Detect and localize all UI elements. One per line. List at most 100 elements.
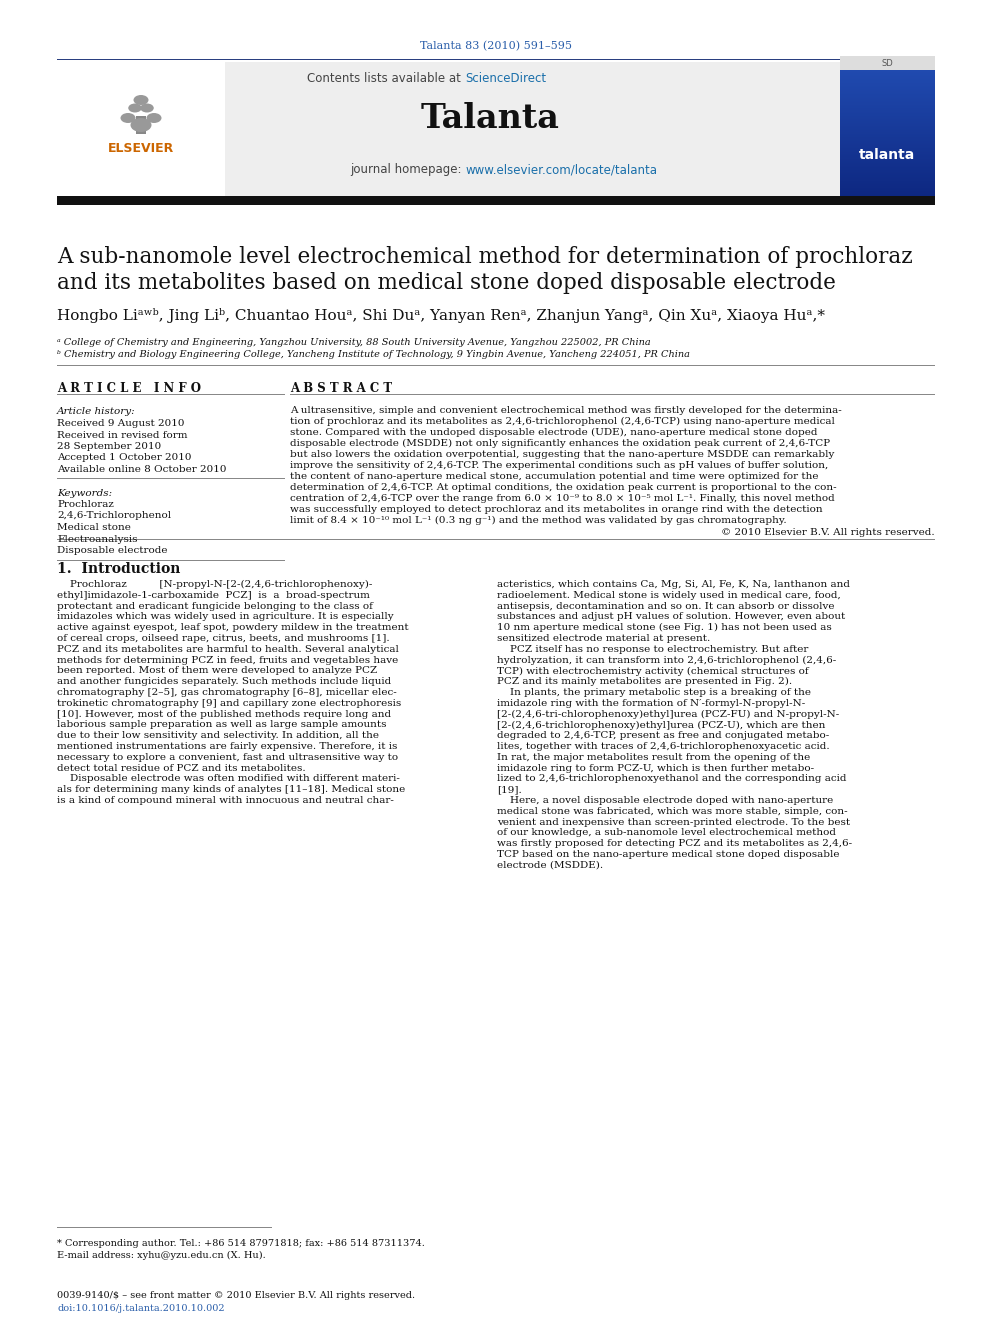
Text: Medical stone: Medical stone <box>57 523 131 532</box>
Text: was firstly proposed for detecting PCZ and its metabolites as 2,4,6-: was firstly proposed for detecting PCZ a… <box>497 839 852 848</box>
Text: of cereal crops, oilseed rape, citrus, beets, and mushrooms [1].: of cereal crops, oilseed rape, citrus, b… <box>57 634 390 643</box>
Text: TCP based on the nano-aperture medical stone doped disposable: TCP based on the nano-aperture medical s… <box>497 849 839 859</box>
Text: E-mail address: xyhu@yzu.edu.cn (X. Hu).: E-mail address: xyhu@yzu.edu.cn (X. Hu). <box>57 1252 266 1259</box>
Text: Disposable electrode was often modified with different materi-: Disposable electrode was often modified … <box>57 774 400 783</box>
Text: trokinetic chromatography [9] and capillary zone electrophoresis: trokinetic chromatography [9] and capill… <box>57 699 401 708</box>
Text: © 2010 Elsevier B.V. All rights reserved.: © 2010 Elsevier B.V. All rights reserved… <box>721 528 935 537</box>
Text: detect total residue of PCZ and its metabolites.: detect total residue of PCZ and its meta… <box>57 763 306 773</box>
Ellipse shape <box>131 118 152 132</box>
Text: sensitized electrode material at present.: sensitized electrode material at present… <box>497 634 710 643</box>
Text: Electroanalysis: Electroanalysis <box>57 534 138 544</box>
Text: Talanta: Talanta <box>421 102 559 135</box>
Ellipse shape <box>147 112 162 123</box>
Text: als for determining many kinds of analytes [11–18]. Medical stone: als for determining many kinds of analyt… <box>57 785 406 794</box>
Text: Received 9 August 2010: Received 9 August 2010 <box>57 419 185 429</box>
Text: A B S T R A C T: A B S T R A C T <box>290 382 392 396</box>
Text: laborious sample preparation as well as large sample amounts: laborious sample preparation as well as … <box>57 721 387 729</box>
Text: Hongbo Liᵃʷᵇ, Jing Liᵇ, Chuantao Houᵃ, Shi Duᵃ, Yanyan Renᵃ, Zhanjun Yangᵃ, Qin : Hongbo Liᵃʷᵇ, Jing Liᵇ, Chuantao Houᵃ, S… <box>57 308 825 323</box>
Text: tion of prochloraz and its metabolites as 2,4,6-trichlorophenol (2,4,6-TCP) usin: tion of prochloraz and its metabolites a… <box>290 417 835 426</box>
Text: ethyl]imidazole-1-carboxamide  PCZ]  is  a  broad-spectrum: ethyl]imidazole-1-carboxamide PCZ] is a … <box>57 591 370 599</box>
Text: the content of nano-aperture medical stone, accumulation potential and time were: the content of nano-aperture medical sto… <box>290 472 818 482</box>
Text: substances and adjust pH values of solution. However, even about: substances and adjust pH values of solut… <box>497 613 845 622</box>
Text: [2-(2,4,6-tri-chlorophenoxy)ethyl]urea (PCZ-FU) and N-propyl-N-: [2-(2,4,6-tri-chlorophenoxy)ethyl]urea (… <box>497 709 839 718</box>
Text: A R T I C L E   I N F O: A R T I C L E I N F O <box>57 382 201 396</box>
Text: Here, a novel disposable electrode doped with nano-aperture: Here, a novel disposable electrode doped… <box>497 796 833 804</box>
Text: PCZ and its mainly metabolites are presented in Fig. 2).: PCZ and its mainly metabolites are prese… <box>497 677 793 687</box>
Ellipse shape <box>128 103 142 112</box>
Text: determination of 2,4,6-TCP. At optimal conditions, the oxidation peak current is: determination of 2,4,6-TCP. At optimal c… <box>290 483 836 492</box>
Text: journal homepage:: journal homepage: <box>350 164 465 176</box>
Text: SD: SD <box>881 58 893 67</box>
Text: methods for determining PCZ in feed, fruits and vegetables have: methods for determining PCZ in feed, fru… <box>57 656 398 664</box>
Text: antisepsis, decontamination and so on. It can absorb or dissolve: antisepsis, decontamination and so on. I… <box>497 602 834 611</box>
Text: talanta: talanta <box>859 148 916 161</box>
Ellipse shape <box>140 103 154 112</box>
Text: [10]. However, most of the published methods require long and: [10]. However, most of the published met… <box>57 709 391 718</box>
Text: In plants, the primary metabolic step is a breaking of the: In plants, the primary metabolic step is… <box>497 688 811 697</box>
Text: imidazoles which was widely used in agriculture. It is especially: imidazoles which was widely used in agri… <box>57 613 394 622</box>
Text: doi:10.1016/j.talanta.2010.10.002: doi:10.1016/j.talanta.2010.10.002 <box>57 1304 224 1312</box>
Bar <box>57 62 935 200</box>
Text: mentioned instrumentations are fairly expensive. Therefore, it is: mentioned instrumentations are fairly ex… <box>57 742 398 751</box>
Text: ELSEVIER: ELSEVIER <box>108 142 175 155</box>
Text: electrode (MSDDE).: electrode (MSDDE). <box>497 861 603 869</box>
Bar <box>57 58 935 60</box>
Text: PCZ and its metabolites are harmful to health. Several analytical: PCZ and its metabolites are harmful to h… <box>57 644 399 654</box>
Text: Accepted 1 October 2010: Accepted 1 October 2010 <box>57 454 191 463</box>
Text: was successfully employed to detect prochloraz and its metabolites in orange rin: was successfully employed to detect proc… <box>290 505 822 515</box>
Text: 10 nm aperture medical stone (see Fig. 1) has not been used as: 10 nm aperture medical stone (see Fig. 1… <box>497 623 831 632</box>
Text: hydrolyzation, it can transform into 2,4,6-trichlorophenol (2,4,6-: hydrolyzation, it can transform into 2,4… <box>497 656 836 664</box>
Text: acteristics, which contains Ca, Mg, Si, Al, Fe, K, Na, lanthanon and: acteristics, which contains Ca, Mg, Si, … <box>497 579 850 589</box>
Ellipse shape <box>120 112 136 123</box>
Text: and its metabolites based on medical stone doped disposable electrode: and its metabolites based on medical sto… <box>57 273 836 294</box>
Text: In rat, the major metabolites result from the opening of the: In rat, the major metabolites result fro… <box>497 753 810 762</box>
Text: 2,4,6-Trichlorophenol: 2,4,6-Trichlorophenol <box>57 512 172 520</box>
Text: improve the sensitivity of 2,4,6-TCP. The experimental conditions such as pH val: improve the sensitivity of 2,4,6-TCP. Th… <box>290 460 828 470</box>
Text: centration of 2,4,6-TCP over the range from 6.0 × 10⁻⁹ to 8.0 × 10⁻⁵ mol L⁻¹. Fi: centration of 2,4,6-TCP over the range f… <box>290 493 834 503</box>
Text: radioelement. Medical stone is widely used in medical care, food,: radioelement. Medical stone is widely us… <box>497 591 841 599</box>
Text: active against eyespot, leaf spot, powdery mildew in the treatment: active against eyespot, leaf spot, powde… <box>57 623 409 632</box>
Text: stone. Compared with the undoped disposable electrode (UDE), nano-aperture medic: stone. Compared with the undoped disposa… <box>290 429 817 437</box>
Text: Received in revised form: Received in revised form <box>57 430 187 439</box>
Bar <box>840 56 935 70</box>
Text: Prochloraz: Prochloraz <box>57 500 114 509</box>
Text: Available online 8 October 2010: Available online 8 October 2010 <box>57 464 226 474</box>
Bar <box>136 116 146 134</box>
Text: degraded to 2,4,6-TCP, present as free and conjugated metabo-: degraded to 2,4,6-TCP, present as free a… <box>497 732 829 740</box>
Text: Talanta 83 (2010) 591–595: Talanta 83 (2010) 591–595 <box>420 41 572 52</box>
Text: medical stone was fabricated, which was more stable, simple, con-: medical stone was fabricated, which was … <box>497 807 847 816</box>
Text: A sub-nanomole level electrochemical method for determination of prochloraz: A sub-nanomole level electrochemical met… <box>57 246 913 269</box>
Text: ScienceDirect: ScienceDirect <box>465 71 547 85</box>
Text: 1.  Introduction: 1. Introduction <box>57 562 181 576</box>
Text: 28 September 2010: 28 September 2010 <box>57 442 162 451</box>
Text: Keywords:: Keywords: <box>57 488 112 497</box>
Text: protectant and eradicant fungicide belonging to the class of: protectant and eradicant fungicide belon… <box>57 602 373 611</box>
Text: TCP) with electrochemistry activity (chemical structures of: TCP) with electrochemistry activity (che… <box>497 667 808 676</box>
Bar <box>57 196 935 205</box>
Text: [19].: [19]. <box>497 785 522 794</box>
Text: imidazole ring with the formation of N′-formyl-N-propyl-N-: imidazole ring with the formation of N′-… <box>497 699 806 708</box>
Ellipse shape <box>134 95 149 105</box>
Text: Prochloraz          [N-propyl-N-[2-(2,4,6-trichlorophenoxy)-: Prochloraz [N-propyl-N-[2-(2,4,6-trichlo… <box>57 579 372 589</box>
Text: imidazole ring to form PCZ-U, which is then further metabo-: imidazole ring to form PCZ-U, which is t… <box>497 763 814 773</box>
Text: A ultrasensitive, simple and convenient electrochemical method was firstly devel: A ultrasensitive, simple and convenient … <box>290 406 842 415</box>
Text: www.elsevier.com/locate/talanta: www.elsevier.com/locate/talanta <box>465 164 657 176</box>
Text: chromatography [2–5], gas chromatography [6–8], micellar elec-: chromatography [2–5], gas chromatography… <box>57 688 397 697</box>
Text: and another fungicides separately. Such methods include liquid: and another fungicides separately. Such … <box>57 677 391 687</box>
Text: [2-(2,4,6-trichlorophenoxy)ethyl]urea (PCZ-U), which are then: [2-(2,4,6-trichlorophenoxy)ethyl]urea (P… <box>497 721 825 729</box>
Text: is a kind of compound mineral with innocuous and neutral char-: is a kind of compound mineral with innoc… <box>57 796 394 804</box>
Text: 0039-9140/$ – see front matter © 2010 Elsevier B.V. All rights reserved.: 0039-9140/$ – see front matter © 2010 El… <box>57 1291 415 1301</box>
Text: necessary to explore a convenient, fast and ultrasensitive way to: necessary to explore a convenient, fast … <box>57 753 398 762</box>
Text: Contents lists available at: Contents lists available at <box>308 71 465 85</box>
Text: limit of 8.4 × 10⁻¹⁰ mol L⁻¹ (0.3 ng g⁻¹) and the method was validated by gas ch: limit of 8.4 × 10⁻¹⁰ mol L⁻¹ (0.3 ng g⁻¹… <box>290 516 787 525</box>
Text: lites, together with traces of 2,4,6-trichlorophenoxyacetic acid.: lites, together with traces of 2,4,6-tri… <box>497 742 829 751</box>
Text: Disposable electrode: Disposable electrode <box>57 546 168 556</box>
Text: due to their low sensitivity and selectivity. In addition, all the: due to their low sensitivity and selecti… <box>57 732 379 740</box>
Text: * Corresponding author. Tel.: +86 514 87971818; fax: +86 514 87311374.: * Corresponding author. Tel.: +86 514 87… <box>57 1240 425 1248</box>
Text: but also lowers the oxidation overpotential, suggesting that the nano-aperture M: but also lowers the oxidation overpotent… <box>290 450 834 459</box>
Text: PCZ itself has no response to electrochemistry. But after: PCZ itself has no response to electroche… <box>497 644 808 654</box>
Text: ᵇ Chemistry and Biology Engineering College, Yancheng Institute of Technology, 9: ᵇ Chemistry and Biology Engineering Coll… <box>57 351 690 359</box>
Text: of our knowledge, a sub-nanomole level electrochemical method: of our knowledge, a sub-nanomole level e… <box>497 828 836 837</box>
Text: ᵃ College of Chemistry and Engineering, Yangzhou University, 88 South University: ᵃ College of Chemistry and Engineering, … <box>57 337 651 347</box>
Bar <box>57 62 225 200</box>
